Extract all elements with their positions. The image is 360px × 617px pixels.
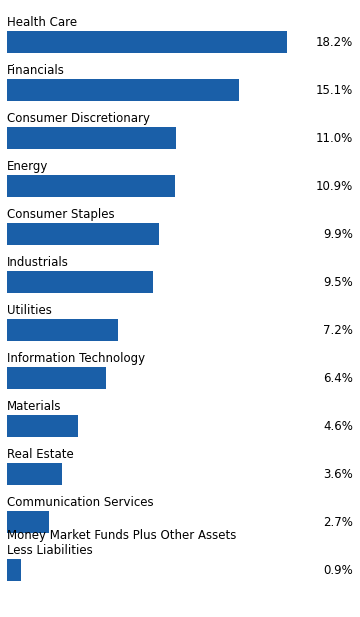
Text: 4.6%: 4.6% (323, 420, 353, 433)
Bar (7, 320, 118, 341)
Text: Utilities: Utilities (7, 304, 52, 317)
Text: Real Estate: Real Estate (7, 449, 74, 462)
Text: Consumer Staples: Consumer Staples (7, 209, 115, 222)
Text: Energy: Energy (7, 160, 49, 173)
Bar (7, 271, 153, 293)
Bar (7, 80, 239, 101)
Text: Industrials: Industrials (7, 257, 69, 270)
Text: 3.6%: 3.6% (323, 468, 353, 481)
Text: 18.2%: 18.2% (316, 36, 353, 49)
Text: Money Market Funds Plus Other Assets
Less Liabilities: Money Market Funds Plus Other Assets Les… (7, 529, 237, 557)
Text: Communication Services: Communication Services (7, 496, 154, 510)
Text: Health Care: Health Care (7, 17, 77, 30)
Text: Materials: Materials (7, 400, 62, 413)
Text: 15.1%: 15.1% (316, 84, 353, 97)
Bar (7, 223, 159, 245)
Bar (7, 175, 175, 197)
Text: 10.9%: 10.9% (316, 180, 353, 193)
Text: 6.4%: 6.4% (323, 371, 353, 384)
Text: Information Technology: Information Technology (7, 352, 145, 365)
Bar (7, 463, 63, 485)
Bar (7, 559, 21, 581)
Bar (7, 127, 176, 149)
Text: Financials: Financials (7, 64, 65, 78)
Text: 2.7%: 2.7% (323, 516, 353, 529)
Text: 7.2%: 7.2% (323, 323, 353, 337)
Text: 11.0%: 11.0% (316, 131, 353, 144)
Text: 9.5%: 9.5% (323, 276, 353, 289)
Bar (7, 367, 105, 389)
Bar (7, 415, 78, 437)
Text: 9.9%: 9.9% (323, 228, 353, 241)
Bar (7, 511, 49, 533)
Text: 0.9%: 0.9% (323, 563, 353, 576)
Bar (7, 31, 287, 53)
Text: Consumer Discretionary: Consumer Discretionary (7, 112, 150, 125)
